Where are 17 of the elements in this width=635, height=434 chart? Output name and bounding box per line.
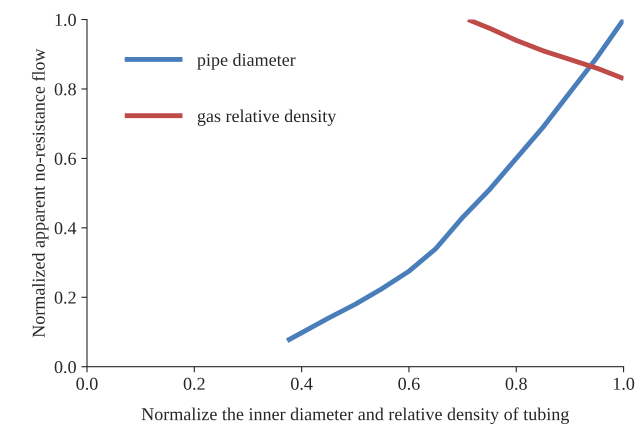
- x-tick-label: 1.0: [614, 378, 634, 390]
- y-tick-label: 1.0: [56, 14, 76, 26]
- y-tick-label: 0.2: [54, 292, 76, 304]
- x-tick-label: 0.4: [291, 378, 313, 390]
- legend-label: pipe diameter: [197, 53, 296, 70]
- x-tick-label: 0.6: [398, 378, 420, 390]
- y-tick-label: 0.8: [54, 83, 76, 96]
- y-tick-label: 0.6: [54, 152, 76, 165]
- line-series: [466, 20, 624, 81]
- y-tick-label: 0.0: [54, 360, 76, 374]
- y-tick-label: 0.4: [54, 222, 76, 234]
- x-tick-label: 0.8: [506, 378, 527, 390]
- x-axis-title: Normalize the inner diameter and relative density of tubing: [142, 407, 570, 424]
- x-tick-label: 0.0: [76, 378, 98, 390]
- y-axis-title: Normalized apparent no-resistance flow: [32, 48, 48, 338]
- x-tick-label: 0.2: [184, 378, 205, 390]
- legend-label: gas relative density: [198, 109, 336, 126]
